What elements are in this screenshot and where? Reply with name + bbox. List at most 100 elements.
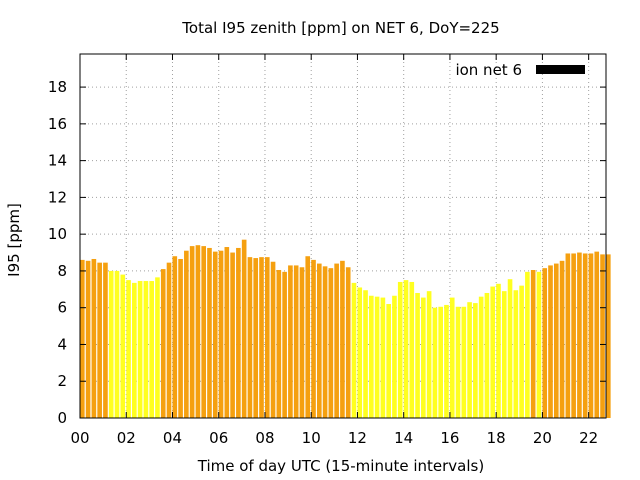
bar — [571, 253, 576, 418]
bar — [421, 297, 426, 418]
x-tick-label: 08 — [255, 429, 274, 447]
bar — [345, 267, 351, 418]
bar — [253, 258, 259, 418]
bar — [282, 271, 287, 418]
bar — [582, 253, 588, 418]
bar — [85, 260, 91, 418]
bar — [478, 296, 484, 418]
bar — [542, 268, 548, 418]
bar — [236, 247, 241, 418]
bar — [212, 251, 218, 418]
bar — [322, 266, 328, 418]
bar — [218, 250, 224, 418]
y-tick-label: 10 — [48, 225, 67, 243]
bar — [264, 257, 270, 418]
bar — [536, 271, 542, 418]
bar — [461, 306, 467, 418]
grid — [80, 54, 606, 418]
legend-swatch — [536, 65, 585, 74]
chart-title: Total I95 zenith [ppm] on NET 6, DoY=225 — [181, 19, 499, 37]
plot-frame — [79, 53, 607, 419]
bar — [334, 263, 339, 418]
bar — [507, 279, 513, 418]
bar — [403, 280, 409, 418]
bar — [473, 303, 478, 418]
x-tick-label: 02 — [117, 429, 136, 447]
bar — [207, 247, 212, 418]
bar — [259, 257, 264, 418]
bar — [160, 269, 166, 418]
legend: ion net 6 — [455, 61, 585, 79]
bar — [149, 281, 154, 418]
bar — [525, 271, 530, 418]
bar — [195, 245, 201, 418]
bar — [97, 262, 102, 418]
bar — [519, 285, 524, 418]
bar — [565, 253, 571, 418]
bar — [172, 256, 178, 418]
ticks — [79, 54, 606, 419]
bar — [501, 291, 507, 418]
legend-label: ion net 6 — [455, 61, 522, 79]
bar — [357, 287, 363, 418]
bar — [600, 254, 605, 418]
bar — [201, 246, 207, 418]
bar — [455, 306, 461, 418]
bar — [548, 265, 553, 418]
bar — [137, 281, 143, 418]
bar — [132, 282, 137, 418]
bar — [415, 292, 420, 418]
bar — [103, 262, 108, 418]
bar — [316, 263, 322, 418]
bar — [397, 281, 403, 418]
bar — [91, 258, 97, 418]
y-tick-label: 12 — [48, 188, 67, 206]
bar — [189, 246, 195, 418]
x-tick-label: 00 — [70, 429, 89, 447]
y-tick-label: 6 — [57, 299, 67, 317]
bar — [426, 291, 432, 418]
bar — [224, 247, 230, 418]
bars — [80, 239, 611, 418]
bar — [588, 253, 594, 418]
bar — [490, 286, 496, 418]
bar — [444, 304, 449, 418]
x-tick-label: 18 — [487, 429, 506, 447]
bar — [299, 267, 305, 418]
bar — [230, 252, 235, 418]
y-axis-label: I95 [ppm] — [5, 203, 23, 277]
bar — [530, 270, 536, 418]
bar — [288, 265, 293, 418]
x-tick-label: 10 — [302, 429, 321, 447]
bar — [305, 256, 311, 418]
x-tick-label: 04 — [163, 429, 182, 447]
bar — [380, 297, 386, 418]
bar — [553, 263, 559, 418]
bar — [120, 274, 126, 418]
bar — [241, 239, 247, 418]
y-tick-label: 2 — [57, 372, 67, 390]
bar — [392, 295, 397, 418]
y-tick-label: 0 — [57, 409, 67, 427]
bar — [438, 306, 443, 418]
y-tick-label: 8 — [57, 262, 67, 280]
bar — [386, 304, 391, 418]
y-tick-label: 18 — [48, 78, 67, 96]
x-tick-label: 16 — [440, 429, 459, 447]
bar — [432, 307, 438, 418]
bar — [496, 283, 501, 418]
bar — [484, 292, 490, 418]
bar — [155, 277, 160, 418]
bar — [247, 257, 253, 418]
bar — [369, 295, 374, 418]
bar — [513, 290, 519, 418]
bar — [559, 260, 565, 418]
x-tick-label: 14 — [394, 429, 413, 447]
bar — [178, 258, 183, 418]
bar — [606, 254, 611, 418]
x-tick-label: 06 — [209, 429, 228, 447]
x-tick-label: 12 — [348, 429, 367, 447]
bar — [374, 296, 380, 418]
